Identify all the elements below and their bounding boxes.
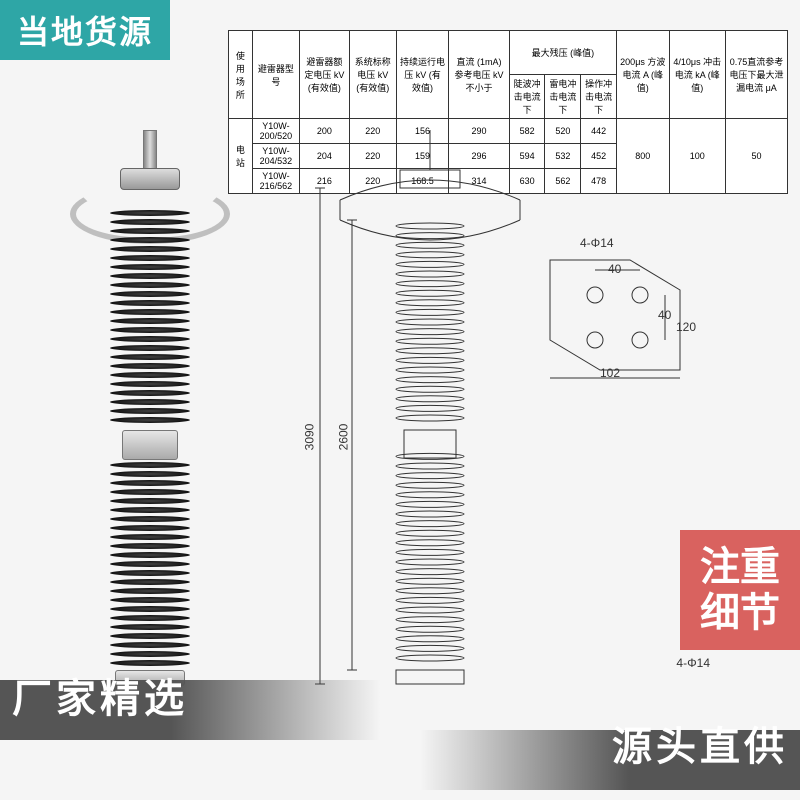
col-nominal: 系统标称电压 kV (有效值) [349, 31, 396, 119]
col-res-steep: 陡波冲击电流下 [509, 75, 545, 119]
col-dc: 直流 (1mA) 参考电压 kV 不小于 [449, 31, 510, 119]
col-usage: 使用场所 [229, 31, 253, 119]
bracket-hole-label: 4-Φ14 [580, 236, 614, 250]
badge-attention-detail: 注重 细节 [680, 530, 800, 650]
bracket-h: 120 [676, 320, 696, 334]
col-leak: 0.75直流参考电压下最大泄漏电流 μA [725, 31, 787, 119]
col-model: 避雷器型号 [252, 31, 299, 119]
col-residual-group: 最大残压 (峰值) [509, 31, 616, 75]
product-sheet: 当地货源 使用场所 避雷器型号 避雷器额定电压 kV (有效值) 系统标称电压 … [0, 0, 800, 800]
badge-br-line1: 注重 [700, 544, 780, 590]
footer-left-text: 厂家精选 [0, 660, 200, 730]
badge-local-source: 当地货源 [0, 0, 170, 60]
mid-flange [122, 430, 178, 460]
sheds-upper [110, 210, 190, 426]
bracket-w: 102 [600, 366, 620, 380]
bracket-pitch-y: 40 [658, 308, 671, 322]
col-rated: 避雷器额定电压 kV (有效值) [300, 31, 350, 119]
top-tube [143, 130, 157, 170]
bracket-pitch-x: 40 [608, 262, 621, 276]
col-res-lightning: 雷电冲击电流下 [545, 75, 581, 119]
base-holes-label: 4-Φ14 [676, 656, 710, 670]
dim-inner: 2600 [336, 424, 350, 451]
footer-right-text: 源头直供 [600, 708, 800, 778]
sheds-lower [110, 462, 190, 669]
arrester-photo [70, 130, 230, 680]
col-res-switch: 操作冲击电流下 [581, 75, 617, 119]
col-square: 200μs 方波电流 A (峰值) [616, 31, 669, 119]
col-continuous: 持续运行电压 kV (有效值) [396, 31, 448, 119]
col-impulse: 4/10μs 冲击电流 kA (峰值) [669, 31, 725, 119]
dim-overall: 3090 [302, 424, 316, 451]
bracket-drawing: 4-Φ14 40 40 120 102 [540, 250, 690, 380]
badge-br-line2: 细节 [700, 590, 780, 636]
arrester-outline [300, 130, 560, 690]
